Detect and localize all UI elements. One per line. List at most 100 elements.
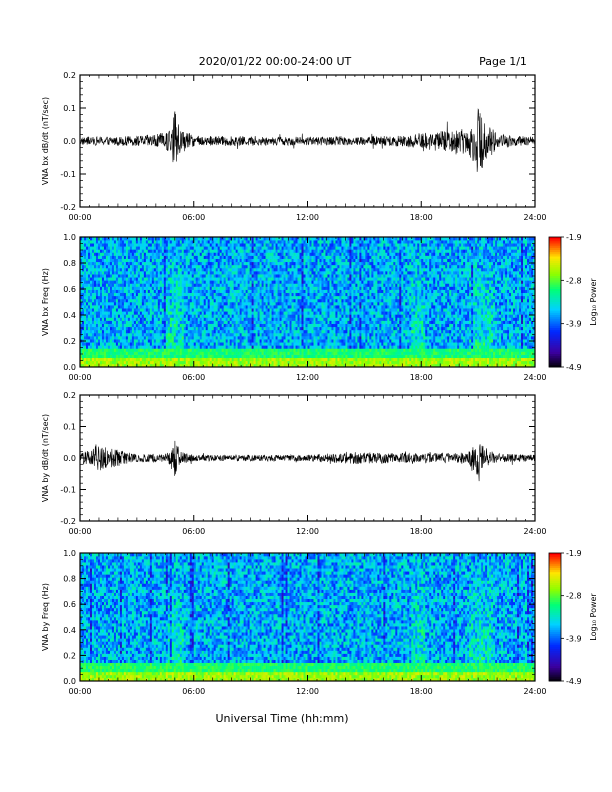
spectrogram-cell	[297, 295, 300, 300]
spectrogram-cell	[165, 320, 169, 324]
spectrogram-cell	[133, 351, 137, 355]
spectrogram-cell	[257, 363, 260, 368]
spectrogram-cell	[113, 357, 117, 362]
spectrogram-cell	[203, 345, 207, 349]
spectrogram-cell	[231, 280, 234, 284]
spectrogram-cell	[231, 317, 234, 321]
spectrogram-cell	[85, 314, 89, 318]
spectrogram-cell	[303, 280, 306, 284]
spectrogram-cell	[145, 357, 149, 362]
spectrogram-cell	[143, 342, 147, 346]
spectrogram-cell	[91, 354, 95, 359]
spectrogram-cell	[279, 264, 282, 269]
spectrogram-cell	[83, 329, 87, 334]
spectrogram-cell	[207, 271, 211, 275]
spectrogram-cell	[157, 329, 161, 334]
spectrogram-cell	[241, 357, 244, 362]
spectrogram-cell	[83, 357, 87, 362]
spectrogram-cell	[131, 360, 135, 365]
spectrogram-cell	[237, 308, 240, 312]
spectrogram-cell	[113, 342, 117, 346]
spectrogram-cell	[139, 342, 143, 346]
spectrogram-cell	[157, 295, 161, 300]
spectrogram-cell	[101, 261, 105, 266]
spectrogram-cell	[183, 246, 187, 250]
spectrogram-cell	[249, 320, 252, 324]
spectrogram-cell	[235, 351, 238, 355]
spectrogram-cell	[215, 267, 218, 272]
spectrogram-cell	[161, 277, 165, 281]
spectrogram-cell	[157, 357, 161, 362]
spectrogram-cell	[177, 342, 181, 346]
spectrogram-cell	[113, 351, 117, 355]
spectrogram-cell	[117, 283, 121, 287]
spectrogram-cell	[209, 339, 213, 343]
spectrogram-cell	[241, 280, 244, 284]
spectrogram-cell	[293, 292, 296, 297]
spectrogram-cell	[207, 255, 211, 259]
spectrogram-cell	[187, 348, 191, 352]
spectrogram-cell	[273, 329, 276, 334]
spectrogram-cell	[175, 252, 179, 256]
spectrogram-cell	[301, 258, 304, 263]
spectrogram-cell	[149, 274, 153, 278]
spectrogram-cell	[215, 311, 218, 315]
spectrogram-cell	[187, 264, 191, 269]
spectrogram-cell	[129, 332, 133, 337]
spectrogram-cell	[281, 342, 284, 346]
spectrogram-cell	[249, 246, 252, 250]
spectrogram-cell	[83, 283, 87, 287]
spectrogram-cell	[137, 258, 141, 263]
spectrogram-cell	[185, 289, 189, 294]
spectrogram-cell	[95, 305, 99, 309]
spectrogram-cell	[297, 252, 300, 256]
spectrogram-cell	[99, 354, 103, 359]
spectrogram-cell	[263, 305, 266, 309]
spectrogram-cell	[177, 354, 181, 359]
spectrogram-cell	[285, 258, 288, 263]
spectrogram-cell	[113, 283, 117, 287]
spectrogram-cell	[215, 298, 218, 303]
spectrogram-cell	[165, 271, 169, 275]
spectrogram-cell	[95, 286, 99, 290]
spectrogram-cell	[121, 308, 125, 312]
spectrogram-cell	[173, 277, 177, 281]
spectrogram-cell	[97, 289, 101, 294]
spectrogram-cell	[285, 308, 288, 312]
spectrogram-cell	[265, 243, 268, 247]
spectrogram-cell	[217, 332, 220, 337]
spectrogram-cell	[147, 283, 151, 287]
spectrogram-cell	[243, 317, 246, 321]
spectrogram-cell	[91, 320, 95, 324]
spectrogram-cell	[163, 274, 167, 278]
spectrogram-cell	[251, 264, 254, 269]
spectrogram-cell	[285, 240, 288, 244]
spectrogram-cell	[221, 339, 224, 343]
spectrogram-cell	[289, 243, 292, 247]
spectrogram-cell	[287, 354, 290, 359]
spectrogram-cell	[225, 283, 228, 287]
spectrogram-cell	[99, 246, 103, 250]
spectrogram-cell	[155, 351, 159, 355]
spectrogram-cell	[85, 271, 89, 275]
spectrogram-cell	[197, 320, 201, 324]
spectrogram-cell	[163, 305, 167, 309]
spectrogram-cell	[297, 240, 300, 244]
spectrogram-cell	[82, 354, 85, 359]
spectrogram-cell	[195, 249, 199, 253]
spectrogram-cell	[175, 258, 179, 263]
spectrogram-cell	[259, 295, 262, 300]
spectrogram-cell	[243, 243, 246, 247]
spectrogram-cell	[151, 305, 155, 309]
spectrogram-cell	[119, 305, 123, 309]
spectrogram-cell	[295, 311, 298, 315]
spectrogram-cell	[151, 258, 155, 263]
spectrogram-cell	[233, 267, 236, 272]
spectrogram-cell	[189, 267, 193, 272]
spectrogram-cell	[301, 280, 304, 284]
spectrogram-cell	[305, 286, 308, 290]
spectrogram-cell	[223, 286, 226, 290]
spectrogram-cell	[287, 261, 290, 266]
spectrogram-cell	[201, 357, 205, 362]
spectrogram-cell	[169, 286, 173, 290]
